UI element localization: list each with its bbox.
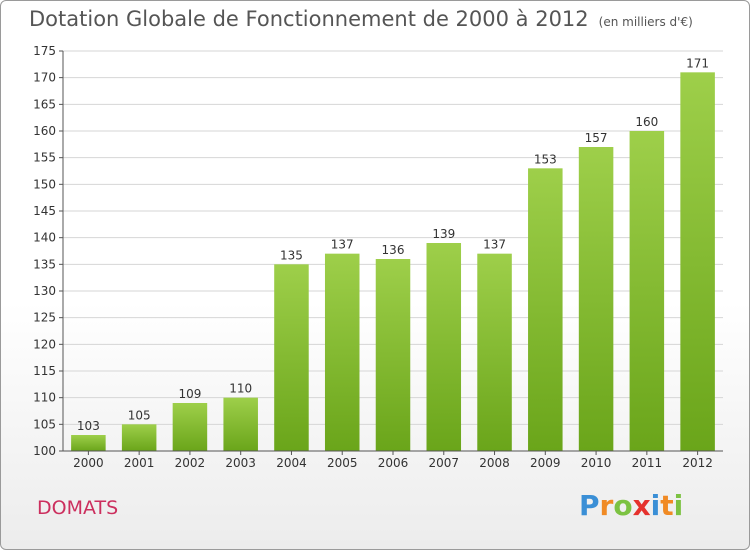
logo-letter: P: [579, 489, 600, 522]
x-tick-label: 2003: [225, 456, 256, 470]
axes: [59, 50, 723, 455]
bar: [274, 264, 309, 451]
y-tick-label: 165: [33, 97, 56, 111]
chart-subtitle: (en milliers d'€): [598, 15, 693, 29]
bar-value-label: 109: [178, 387, 201, 401]
x-tick-label: 2008: [479, 456, 510, 470]
bar: [426, 243, 462, 451]
x-tick-label: 2001: [124, 456, 155, 470]
x-tick-label: 2004: [276, 456, 307, 470]
x-tick-label: 2012: [682, 456, 713, 470]
y-tick-label: 135: [33, 257, 56, 271]
chart-title-text: Dotation Globale de Fonctionnement de 20…: [29, 7, 589, 31]
logo-letter: o: [613, 489, 633, 522]
bar: [324, 253, 360, 451]
x-tick-label: 2005: [327, 456, 358, 470]
x-tick-label: 2010: [581, 456, 612, 470]
x-tick-label: 2007: [428, 456, 459, 470]
bars: [71, 72, 715, 452]
bar: [528, 168, 563, 452]
x-tick-label: 2002: [175, 456, 206, 470]
bar-value-label: 137: [331, 238, 354, 252]
y-tick-label: 105: [33, 417, 56, 431]
bar: [578, 147, 614, 451]
logo-letter: x: [632, 489, 651, 522]
bar-value-label: 137: [483, 238, 506, 252]
y-tick-label: 115: [33, 364, 56, 378]
logo-letter: r: [599, 489, 614, 522]
y-tick-label: 120: [33, 337, 56, 351]
bar: [629, 131, 665, 451]
y-tick-label: 140: [33, 231, 56, 245]
commune-name: DOMATS: [37, 497, 119, 519]
bar-value-label: 153: [534, 152, 557, 166]
x-tick-label: 2011: [632, 456, 663, 470]
y-tick-label: 110: [33, 391, 56, 405]
bar-value-label: 135: [280, 248, 303, 262]
y-tick-label: 160: [33, 124, 56, 138]
bar-value-label: 110: [229, 382, 252, 396]
bar: [680, 72, 715, 451]
bar-value-label: 171: [686, 56, 709, 70]
bar-value-label: 160: [635, 115, 658, 129]
y-tick-label: 155: [33, 151, 56, 165]
proxiti-logo: Proxiti: [579, 489, 683, 522]
logo-letter: i: [650, 489, 661, 522]
labels: 100 105 110 115 120 125 130 135 140 145 150 155 160 1…: [33, 44, 713, 470]
y-tick-label: 150: [33, 177, 56, 191]
x-tick-label: 2009: [530, 456, 561, 470]
logo-letter: t: [660, 489, 674, 522]
y-tick-label: 175: [33, 44, 56, 58]
bar: [375, 259, 411, 451]
bar: [121, 424, 157, 451]
bar-value-label: 105: [128, 408, 151, 422]
bar: [172, 403, 208, 451]
bar-value-label: 103: [77, 419, 100, 433]
bar: [477, 253, 512, 451]
bar: [71, 435, 106, 451]
x-tick-label: 2000: [73, 456, 104, 470]
logo-letter: i: [673, 489, 684, 522]
y-tick-label: 100: [33, 444, 56, 458]
y-tick-label: 170: [33, 71, 56, 85]
bar: [223, 397, 258, 451]
y-tick-label: 125: [33, 311, 56, 325]
y-tick-label: 145: [33, 204, 56, 218]
x-tick-label: 2006: [378, 456, 409, 470]
bar-value-label: 136: [382, 243, 405, 257]
y-tick-label: 130: [33, 284, 56, 298]
bar-value-label: 157: [585, 131, 608, 145]
chart-title: Dotation Globale de Fonctionnement de 20…: [29, 7, 693, 31]
bar-value-label: 139: [432, 227, 455, 241]
